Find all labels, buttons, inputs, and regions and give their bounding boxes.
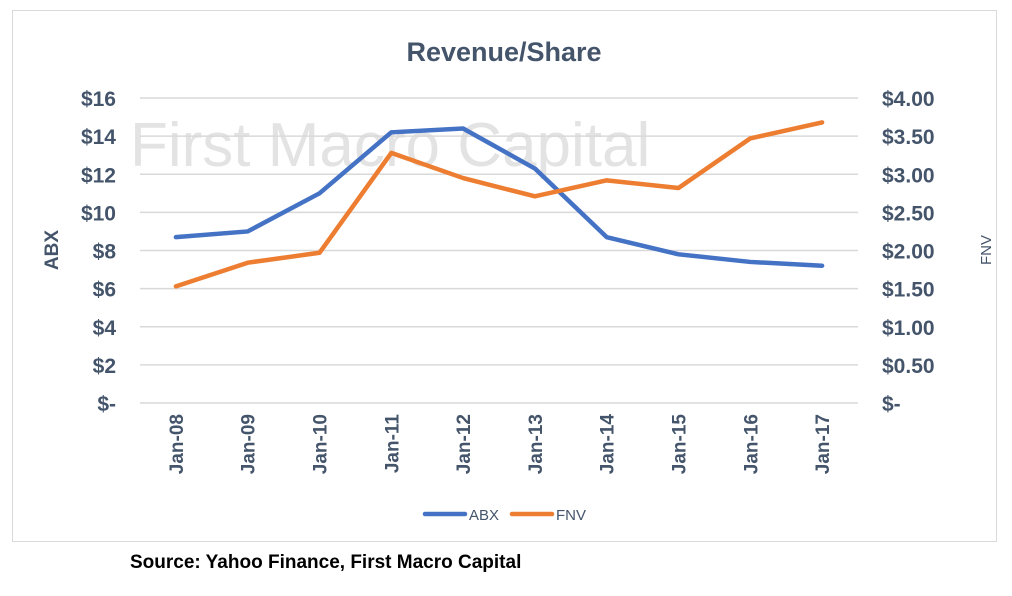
right-tick-label: $4.00 — [882, 88, 935, 111]
right-tick-label: $1.00 — [882, 317, 935, 340]
x-tick-label: Jan-17 — [813, 414, 834, 474]
x-tick-label: Jan-09 — [239, 414, 260, 474]
left-tick-label: $14 — [81, 126, 116, 149]
left-tick-label: $12 — [81, 164, 116, 187]
left-tick-label: $10 — [81, 202, 116, 225]
x-tick-label: Jan-08 — [167, 414, 188, 474]
x-tick-label: Jan-11 — [382, 414, 403, 474]
chart-title: Revenue/Share — [406, 37, 601, 67]
series-line-abx — [173, 126, 825, 268]
legend-label-fnv: FNV — [556, 507, 586, 524]
right-tick-label: $3.00 — [882, 164, 935, 187]
chart-frame — [12, 10, 997, 542]
legend-label-abx: ABX — [469, 507, 499, 524]
left-tick-label: $4 — [93, 317, 117, 340]
left-axis-title: ABX — [42, 230, 63, 270]
watermark-text: First Macro Capital — [130, 111, 650, 180]
left-tick-label: $- — [97, 393, 116, 416]
left-tick-label: $8 — [93, 241, 117, 264]
source-note: Source: Yahoo Finance, First Macro Capit… — [130, 552, 522, 573]
left-tick-label: $6 — [93, 279, 116, 302]
right-tick-label: $2.00 — [882, 241, 935, 264]
series-line-fnv — [173, 120, 825, 289]
x-tick-label: Jan-16 — [741, 414, 762, 474]
right-tick-label: $- — [882, 393, 901, 416]
right-tick-label: $3.50 — [882, 126, 935, 149]
right-tick-label: $0.50 — [882, 355, 935, 378]
left-tick-label: $16 — [81, 88, 116, 111]
left-tick-label: $2 — [93, 355, 116, 378]
right-tick-label: $2.50 — [882, 202, 935, 225]
x-tick-label: Jan-12 — [454, 414, 475, 474]
x-tick-label: Jan-10 — [311, 414, 332, 474]
right-tick-label: $1.50 — [882, 279, 935, 302]
x-tick-label: Jan-15 — [670, 414, 691, 475]
x-tick-label: Jan-13 — [526, 414, 547, 474]
x-tick-label: Jan-14 — [598, 414, 619, 475]
right-axis-title: FNV — [978, 235, 995, 265]
